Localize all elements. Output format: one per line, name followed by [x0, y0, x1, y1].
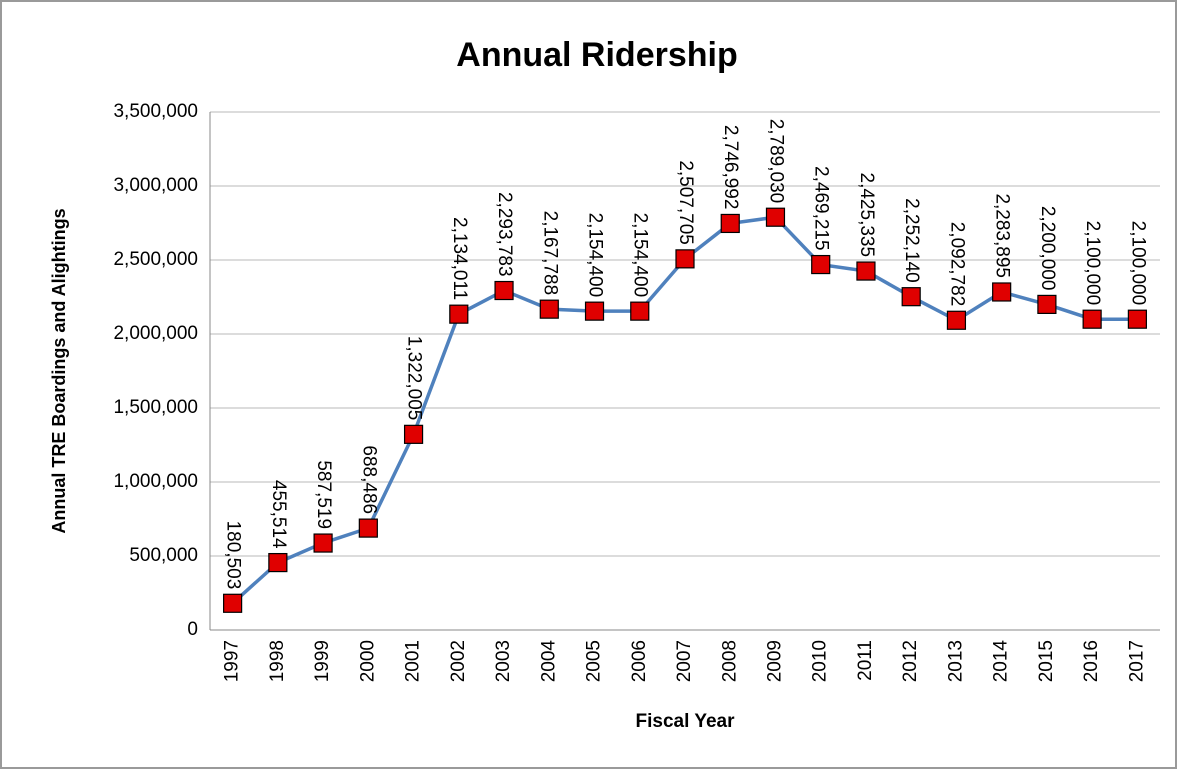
data-label: 2,507,705 — [675, 160, 696, 245]
x-tick-label: 1998 — [267, 640, 288, 682]
y-tick-label: 500,000 — [129, 545, 198, 566]
x-tick-label: 2015 — [1036, 640, 1057, 682]
data-label: 2,100,000 — [1127, 221, 1148, 306]
x-tick-label: 2009 — [764, 640, 785, 682]
x-tick-label: 2008 — [719, 640, 740, 682]
y-tick-label: 3,000,000 — [113, 175, 198, 196]
data-label: 2,092,782 — [946, 222, 967, 307]
marker — [946, 310, 967, 330]
chart-title: Annual Ridership — [456, 36, 737, 74]
marker — [1082, 309, 1102, 329]
data-label: 2,746,992 — [720, 125, 741, 210]
x-axis-label: Fiscal Year — [636, 711, 736, 732]
marker — [992, 282, 1012, 302]
data-label: 587,519 — [313, 460, 334, 529]
data-label: 2,252,140 — [901, 198, 922, 283]
marker — [403, 424, 424, 444]
marker — [1037, 294, 1057, 314]
y-tick-label: 1,500,000 — [113, 397, 198, 418]
data-label: 2,425,335 — [856, 173, 877, 258]
marker — [901, 287, 921, 307]
x-tick-label: 2011 — [855, 640, 876, 681]
y-tick-label: 2,500,000 — [113, 249, 198, 270]
y-tick-label: 0 — [187, 619, 198, 640]
x-tick-label: 1997 — [222, 640, 243, 682]
marker — [268, 552, 288, 573]
x-tick-label: 2000 — [357, 640, 378, 682]
y-tick-label: 3,500,000 — [113, 101, 198, 122]
x-tick-label: 2003 — [493, 640, 514, 682]
x-tick-label: 2014 — [991, 640, 1012, 683]
marker — [358, 518, 378, 538]
data-label: 455,514 — [268, 480, 289, 549]
x-tick-label: 2013 — [945, 640, 966, 682]
data-label: 688,486 — [358, 445, 379, 514]
marker — [584, 301, 605, 321]
data-label: 180,503 — [223, 521, 244, 590]
data-label: 2,154,400 — [630, 213, 651, 298]
data-label: 2,100,000 — [1082, 221, 1103, 306]
marker — [765, 207, 786, 227]
marker — [675, 249, 695, 269]
data-label: 2,134,011 — [449, 217, 470, 300]
marker — [811, 254, 831, 275]
marker — [720, 213, 740, 234]
data-label: 2,167,788 — [539, 211, 560, 296]
x-tick-label: 2017 — [1126, 640, 1147, 682]
marker — [1127, 309, 1147, 329]
data-label: 2,283,895 — [992, 193, 1013, 278]
y-axis-label: Annual TRE Boardings and Alightings — [49, 208, 69, 533]
data-label: 2,789,030 — [765, 119, 786, 204]
x-tick-label: 2006 — [629, 640, 650, 682]
y-tick-label: 2,000,000 — [113, 323, 198, 344]
x-tick-label: 2010 — [810, 640, 831, 682]
x-tick-label: 2007 — [674, 640, 695, 682]
x-tick-label: 1999 — [312, 640, 333, 682]
x-tick-label: 2001 — [403, 640, 424, 682]
data-label: 2,293,783 — [494, 192, 515, 277]
data-label: 2,469,215 — [811, 166, 832, 251]
x-tick-label: 2005 — [584, 640, 605, 682]
y-tick-label: 1,000,000 — [113, 471, 198, 492]
marker — [313, 533, 333, 553]
x-tick-label: 2004 — [538, 640, 559, 683]
data-label: 2,200,000 — [1037, 206, 1058, 291]
marker — [494, 280, 514, 301]
x-tick-label: 2016 — [1081, 640, 1102, 682]
x-tick-label: 2012 — [900, 640, 921, 682]
marker — [856, 261, 876, 281]
marker — [223, 593, 243, 613]
marker — [539, 299, 559, 319]
data-label: 2,154,400 — [585, 213, 606, 298]
x-tick-label: 2002 — [448, 640, 469, 682]
marker — [630, 301, 650, 321]
marker — [449, 304, 469, 324]
data-label: 1,322,005 — [404, 336, 425, 421]
